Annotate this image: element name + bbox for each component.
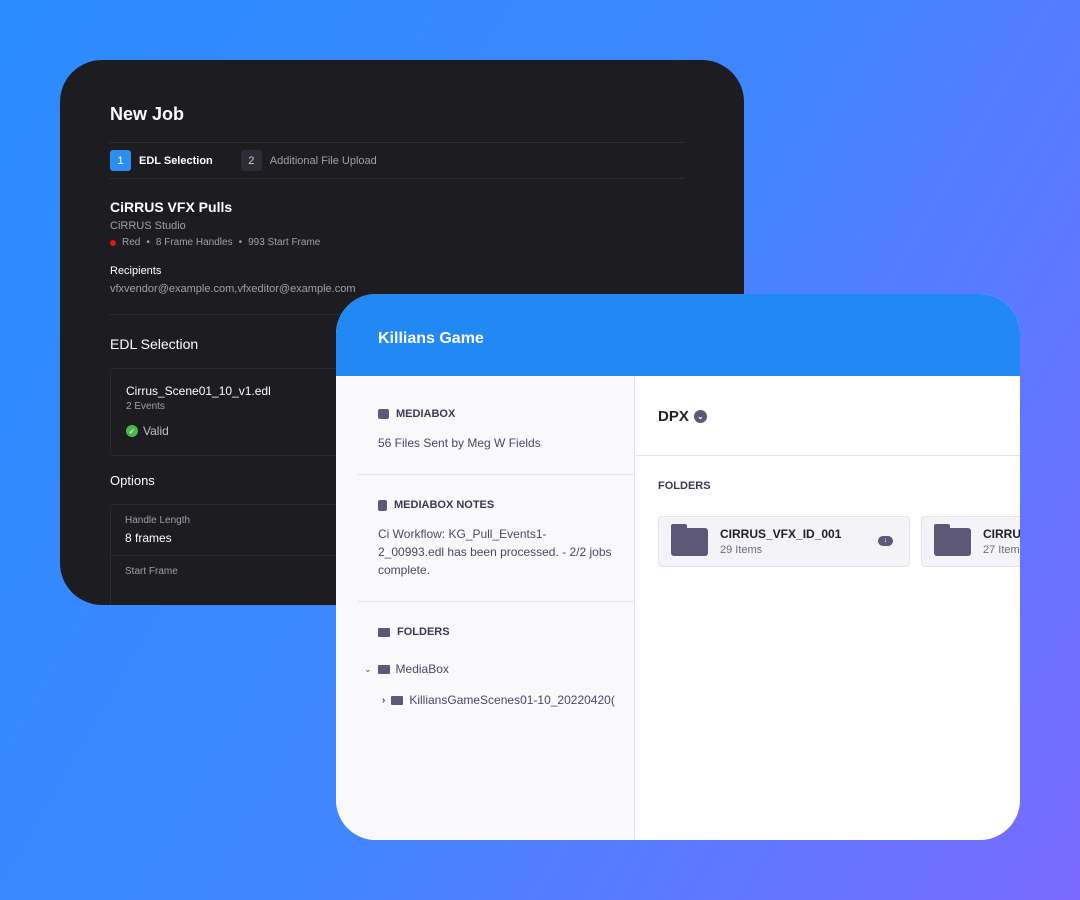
options-heading: Options	[110, 473, 155, 488]
edl-heading: EDL Selection	[110, 336, 199, 352]
mediabox-section: MEDIABOX 56 Files Sent by Meg W Fields	[336, 408, 634, 452]
folders-heading: FOLDERS	[658, 480, 711, 492]
tree-item-mediabox[interactable]: ⌄ MediaBox	[364, 662, 634, 676]
step-1-label[interactable]: EDL Selection	[139, 154, 213, 167]
folder-icon	[934, 523, 971, 556]
red-dot-icon	[110, 239, 116, 246]
start-frame-label: Start Frame	[125, 566, 178, 577]
folder-name: CIRRUS	[983, 527, 1020, 541]
chevron-down-icon[interactable]: ⌄	[364, 663, 372, 674]
folders-label: FOLDERS	[397, 626, 450, 638]
handle-length-value: 8 frames	[125, 531, 172, 545]
check-circle-icon: ✓	[126, 425, 138, 437]
mediabox-panel: Killians Game MEDIABOX 56 Files Sent by …	[336, 294, 1020, 840]
mediabox-text: 56 Files Sent by Meg W Fields	[378, 436, 541, 450]
handle-length-option[interactable]: Handle Length 8 frames	[111, 505, 409, 556]
folder-count: 29 Items	[720, 544, 763, 556]
tree-label: MediaBox	[395, 662, 449, 676]
notes-section: MEDIABOX NOTES Ci Workflow: KG_Pull_Even…	[336, 499, 634, 579]
mediabox-label: MEDIABOX	[396, 408, 456, 420]
notes-label: MEDIABOX NOTES	[394, 499, 495, 511]
stepper: 1 EDL Selection 2 Additional File Upload	[110, 142, 685, 179]
folder-count: 27 Items	[983, 544, 1020, 556]
camera: Red	[122, 237, 141, 248]
folder-icon	[671, 523, 708, 556]
chevron-down-circle-icon[interactable]: ⌄	[693, 410, 707, 423]
mediabox-main: DPX ⌄ FOLDERS CIRRUS_VFX_ID_001 29 Items ↓…	[636, 376, 1020, 840]
separator: •	[238, 237, 243, 248]
cube-icon	[378, 409, 389, 419]
folder-icon	[378, 627, 390, 637]
folder-icon	[377, 664, 390, 674]
tree-label: KilliansGameScenes01-10_20220420(	[409, 693, 615, 707]
step-2-number[interactable]: 2	[240, 150, 262, 171]
notes-text: Ci Workflow: KG_Pull_Events1-2_00993.edl…	[378, 527, 612, 577]
recipients-label: Recipients	[110, 265, 162, 277]
start-frame: 993 Start Frame	[248, 237, 321, 248]
start-frame-option[interactable]: Start Frame	[111, 556, 409, 587]
step-2-label[interactable]: Additional File Upload	[269, 154, 377, 167]
mediabox-header: Killians Game	[336, 294, 1020, 376]
studio-name: CiRRUS Studio	[110, 220, 186, 232]
recipients-value: vfxvendor@example.com,vfxeditor@example.…	[110, 283, 356, 295]
edl-file-name: Cirrus_Scene01_10_v1.edl	[126, 384, 271, 398]
edl-events: 2 Events	[126, 401, 165, 412]
folder-card[interactable]: CIRRUS_VFX_ID_001 29 Items ↓	[658, 516, 910, 567]
mediabox-sidebar: MEDIABOX 56 Files Sent by Meg W Fields M…	[336, 376, 635, 840]
divider	[358, 601, 634, 602]
folder-card[interactable]: CIRRUS 27 Items	[921, 516, 1020, 567]
job-meta: Red • 8 Frame Handles • 993 Start Frame	[110, 237, 320, 248]
folder-icon	[391, 695, 404, 705]
folder-title[interactable]: DPX ⌄	[636, 376, 1020, 456]
divider	[358, 474, 634, 475]
handle-length-label: Handle Length	[125, 515, 191, 526]
recipients: Recipients vfxvendor@example.com,vfxedit…	[110, 265, 355, 295]
step-1-number[interactable]: 1	[110, 150, 131, 171]
separator: •	[146, 237, 150, 248]
page-title: New Job	[110, 104, 185, 124]
edl-status: ✓ Valid	[126, 424, 394, 438]
tree-item-scenes[interactable]: › KilliansGameScenes01-10_20220420(	[382, 693, 627, 707]
folder-name: CIRRUS_VFX_ID_001	[720, 527, 842, 541]
edl-card[interactable]: Cirrus_Scene01_10_v1.edl 2 Events ✓ Valid	[110, 368, 410, 456]
edl-status-label: Valid	[143, 424, 169, 438]
job-summary: CiRRUS VFX Pulls CiRRUS Studio Red • 8 F…	[110, 199, 320, 248]
frame-handles: 8 Frame Handles	[155, 237, 233, 248]
folders-section: FOLDERS	[336, 626, 634, 638]
document-icon	[378, 499, 387, 511]
job-name: CiRRUS VFX Pulls	[110, 199, 233, 215]
chevron-right-icon[interactable]: ›	[382, 694, 386, 706]
folder-title-label: DPX	[658, 408, 689, 425]
cloud-download-icon[interactable]: ↓	[878, 536, 893, 546]
